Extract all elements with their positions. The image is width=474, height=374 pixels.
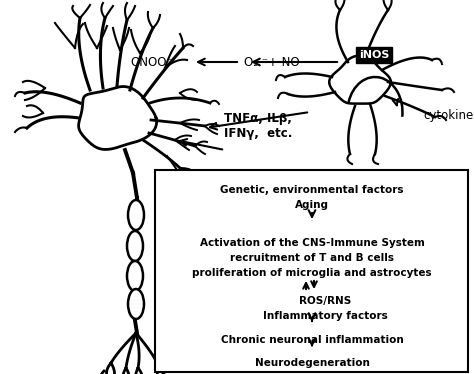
Polygon shape [79,86,156,150]
Text: TNFα, ILβ,: TNFα, ILβ, [224,111,292,125]
Text: recruitment of T and B cells: recruitment of T and B cells [230,253,394,263]
Text: Aging: Aging [295,200,329,210]
Text: Activation of the CNS-Immune System: Activation of the CNS-Immune System [200,238,424,248]
Text: Chronic neuronal inflammation: Chronic neuronal inflammation [220,335,403,345]
Text: cytokine: cytokine [424,108,474,122]
Text: IFNγ,  etc.: IFNγ, etc. [224,126,292,140]
Text: O₂·⁻+ NO: O₂·⁻+ NO [244,55,300,68]
Text: proliferation of microglia and astrocytes: proliferation of microglia and astrocyte… [192,268,432,278]
Ellipse shape [128,289,144,319]
Text: ROS/RNS: ROS/RNS [299,296,351,306]
Text: Neurodegeneration: Neurodegeneration [255,358,369,368]
Ellipse shape [127,231,143,261]
Ellipse shape [128,200,144,230]
Text: Inflammatory factors: Inflammatory factors [263,311,387,321]
Bar [155,170,468,372]
Polygon shape [329,56,391,104]
Ellipse shape [127,261,143,291]
Text: iNOS: iNOS [359,50,389,60]
Text: Genetic, environmental factors: Genetic, environmental factors [220,185,404,195]
Text: ONOO⁻: ONOO⁻ [131,55,173,68]
